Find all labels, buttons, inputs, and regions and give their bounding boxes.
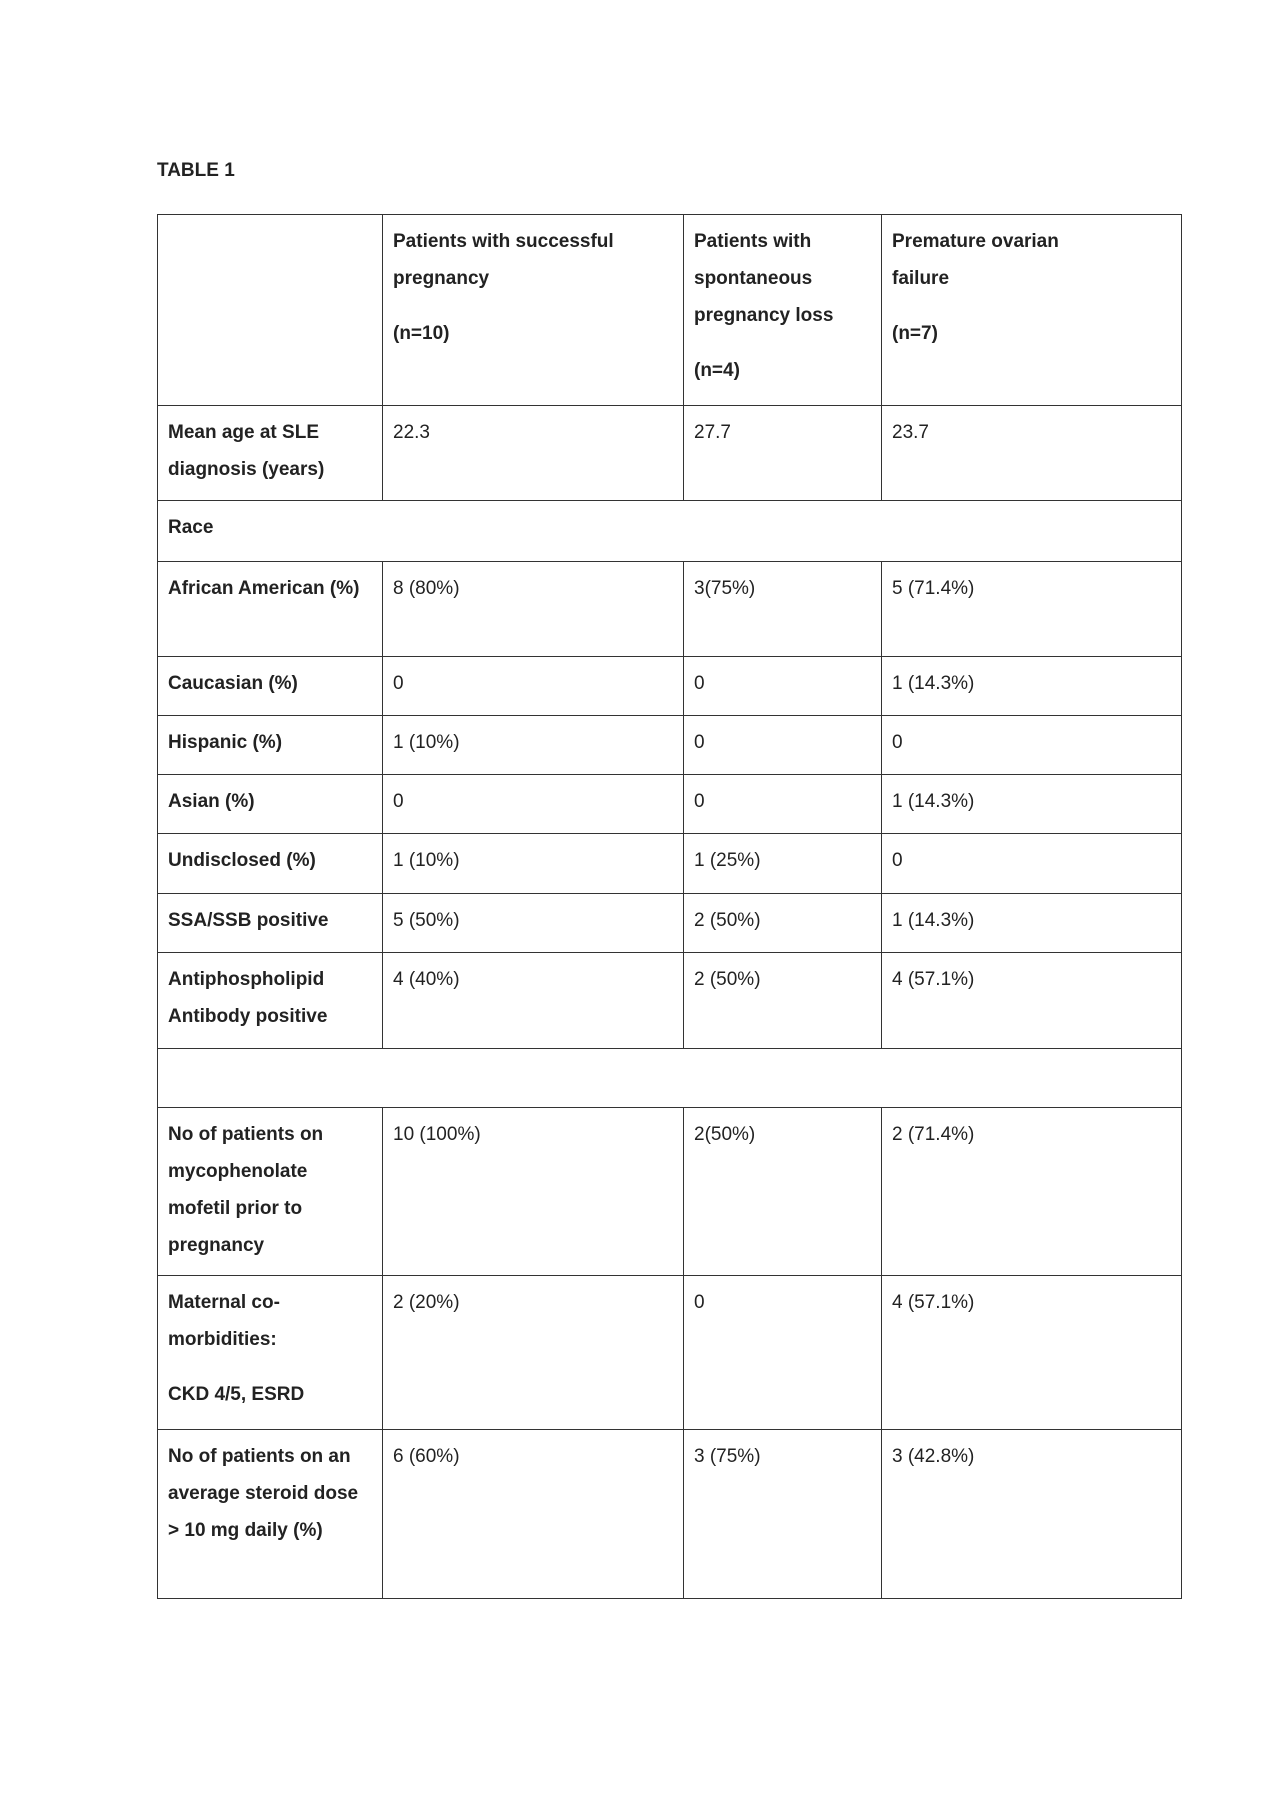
row-label: Antiphospholipid Antibody positive [157,952,383,1049]
table-cell: 2 (50%) [683,893,882,953]
table-cell: 22.3 [382,405,684,501]
row-label: No of patients on an average steroid dos… [157,1429,383,1599]
row-sublabel: CKD 4/5, ESRD [168,1384,305,1405]
column-header: Premature ovarian failure (n=7) [881,214,1182,406]
section-row [157,1048,1182,1108]
table-cell: 2 (71.4%) [881,1107,1182,1276]
table-cell: 2(50%) [683,1107,882,1276]
row-label: Race [157,500,1182,562]
table-cell: 0 [382,774,684,834]
row-label-text: Hispanic (%) [168,732,283,753]
row-label: Maternal co-morbidities: CKD 4/5, ESRD [157,1275,383,1430]
header-row: Patients with successful pregnancy (n=10) P… [157,214,1182,406]
table-cell: 0 [382,656,684,716]
row-label: African American (%) [157,561,383,657]
table-cell: 1 (10%) [382,833,684,894]
table-row: No of patients on an average steroid dos… [157,1429,1182,1599]
header-n: (n=10) [393,323,450,344]
row-label-text: Mean age at SLE diagnosis (years) [168,422,325,480]
table-cell: 1 (14.3%) [881,656,1182,716]
header-line: pregnancy loss [694,305,834,326]
table-cell: 27.7 [683,405,882,501]
table-cell: 4 (57.1%) [881,952,1182,1049]
row-label: SSA/SSB positive [157,893,383,953]
table-cell: 2 (20%) [382,1275,684,1430]
header-line: failure [892,268,950,289]
table-cell: 23.7 [881,405,1182,501]
table-row: No of patients on mycophenolate mofetil … [157,1107,1182,1276]
table-cell: 0 [881,715,1182,775]
table-row: Mean age at SLE diagnosis (years) 22.3 27.… [157,405,1182,501]
table-cell: 3 (42.8%) [881,1429,1182,1599]
header-n: (n=4) [694,360,740,381]
row-label [157,1048,1182,1108]
table-cell: 0 [881,833,1182,894]
header-line: Premature ovarian [892,231,1059,252]
row-label: No of patients on mycophenolate mofetil … [157,1107,383,1276]
header-line: Patients with [694,231,812,252]
table-cell: 8 (80%) [382,561,684,657]
row-label-text: Antiphospholipid Antibody positive [168,969,328,1027]
row-label: Caucasian (%) [157,656,383,716]
table-cell: 0 [683,1275,882,1430]
row-label-text: SSA/SSB positive [168,910,329,931]
column-header: Patients with spontaneous pregnancy loss (n… [683,214,882,406]
table-cell: 0 [683,656,882,716]
row-label: Undisclosed (%) [157,833,383,894]
table-cell: 5 (71.4%) [881,561,1182,657]
row-label: Hispanic (%) [157,715,383,775]
table-cell: 3 (75%) [683,1429,882,1599]
header-line: pregnancy [393,268,490,289]
header-n: (n=7) [892,323,938,344]
table-row: SSA/SSB positive 5 (50%) 2 (50%) 1 (14.3%) [157,893,1182,953]
section-row: Race [157,500,1182,562]
table-cell: 1 (14.3%) [881,893,1182,953]
table-cell: 1 (25%) [683,833,882,894]
row-label: Mean age at SLE diagnosis (years) [157,405,383,501]
row-label-text: Race [168,517,214,538]
row-label-text: Maternal co-morbidities: [168,1292,280,1350]
table-cell: 4 (57.1%) [881,1275,1182,1430]
table-cell: 0 [683,774,882,834]
row-label-text: African American (%) [168,578,360,599]
table-row: Undisclosed (%) 1 (10%) 1 (25%) 0 [157,833,1182,894]
table-row: Antiphospholipid Antibody positive 4 (40%… [157,952,1182,1049]
table-title: TABLE 1 [157,160,235,181]
table-cell: 3(75%) [683,561,882,657]
table-row: African American (%) 8 (80%) 3(75%) 5 (71.4… [157,561,1182,657]
row-label-text: Asian (%) [168,791,255,812]
table-row: Asian (%) 0 0 1 (14.3%) [157,774,1182,834]
table-cell: 1 (10%) [382,715,684,775]
column-header: Patients with successful pregnancy (n=10) [382,214,684,406]
table-cell: 2 (50%) [683,952,882,1049]
header-line: spontaneous [694,268,813,289]
row-label-text: No of patients on mycophenolate mofetil … [168,1124,324,1256]
table-cell: 1 (14.3%) [881,774,1182,834]
header-line: Patients with successful [393,231,614,252]
row-label-text: No of patients on an average steroid dos… [168,1446,359,1541]
row-label-text: Undisclosed (%) [168,850,316,871]
table-cell: 5 (50%) [382,893,684,953]
row-label: Asian (%) [157,774,383,834]
table-row: Caucasian (%) 0 0 1 (14.3%) [157,656,1182,716]
corner-cell [157,214,383,406]
table-row: Maternal co-morbidities: CKD 4/5, ESRD 2 (… [157,1275,1182,1430]
table-row: Hispanic (%) 1 (10%) 0 0 [157,715,1182,775]
table-cell: 4 (40%) [382,952,684,1049]
table-cell: 0 [683,715,882,775]
table-cell: 10 (100%) [382,1107,684,1276]
table-cell: 6 (60%) [382,1429,684,1599]
data-table: Patients with successful pregnancy (n=10) P… [157,214,1182,1599]
row-label-text: Caucasian (%) [168,673,298,694]
